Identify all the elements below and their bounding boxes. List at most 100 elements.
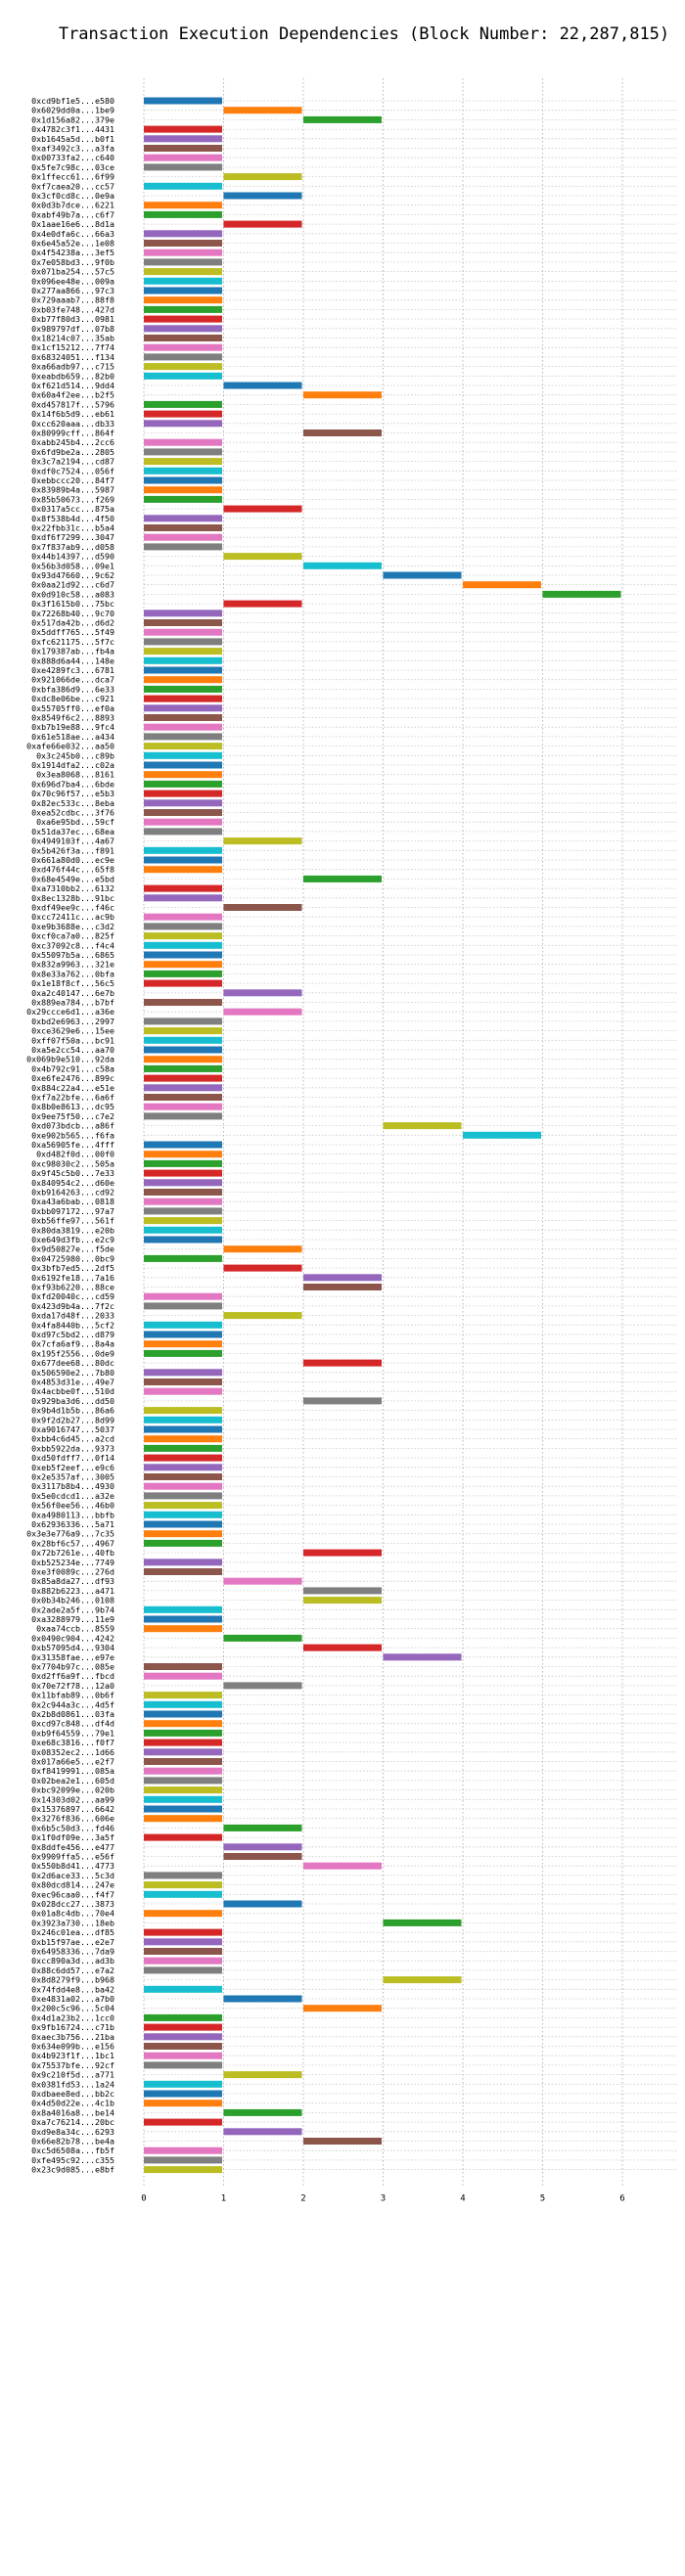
transaction-bar — [383, 1976, 462, 1984]
transaction-bar — [223, 553, 302, 561]
transaction-bar — [144, 894, 222, 902]
transaction-bar — [144, 941, 222, 949]
tx-label: 0x3117b8b4...4930 — [31, 1481, 114, 1491]
transaction-bar — [383, 1919, 462, 1926]
transaction-bar — [223, 600, 302, 608]
tx-label: 0xe902b565...f6fa — [31, 1130, 114, 1140]
transaction-bar — [144, 1084, 222, 1092]
tx-label: 0x62936336...5a71 — [31, 1519, 114, 1529]
tx-label: 0x23c9d085...e8bf — [31, 2165, 114, 2175]
transaction-bar — [144, 1217, 222, 1225]
tx-label: 0xd457817f...5796 — [31, 399, 114, 409]
tx-label: 0x8d8279f9...b968 — [31, 1975, 114, 1985]
tx-label: 0x200c5c96...5c04 — [31, 2004, 114, 2013]
tx-label: 0x4853d31e...49e7 — [31, 1378, 114, 1387]
transaction-bar — [144, 533, 222, 541]
transaction-bar — [144, 818, 222, 826]
transaction-bar — [144, 495, 222, 503]
transaction-bar — [144, 1815, 222, 1823]
tx-label: 0x2b8d0861...03fa — [31, 1709, 114, 1719]
transaction-bar — [303, 2005, 382, 2012]
tx-label: 0x921066de...dca7 — [31, 675, 114, 685]
tx-label: 0x15376897...6642 — [31, 1804, 114, 1814]
tx-label: 0x9f2d2b27...8d99 — [31, 1415, 114, 1424]
transaction-bar — [303, 875, 382, 882]
transaction-bar — [303, 1284, 382, 1290]
transaction-bar — [144, 305, 222, 313]
transaction-bar — [144, 125, 222, 133]
tx-label: 0x08352ec2...1d66 — [31, 1747, 114, 1757]
tx-label: 0xa56905fe...4fff — [31, 1140, 114, 1150]
transaction-bar — [303, 1274, 382, 1282]
tx-label: 0xf7a22bfe...6a6f — [31, 1093, 114, 1103]
transaction-bar — [144, 1720, 222, 1728]
transaction-bar — [144, 761, 222, 769]
transaction-bar — [303, 1549, 382, 1557]
transaction-bar — [223, 2108, 302, 2116]
transaction-bar — [144, 1520, 222, 1528]
tx-label: 0x3cf0cd8c...0e9a — [31, 191, 114, 201]
tx-label: 0x72268b40...9c70 — [31, 609, 114, 618]
transaction-bar — [144, 420, 222, 428]
tx-label: 0x74fdd4e8...ba42 — [31, 1984, 114, 1994]
tx-label: 0xb03fe748...427d — [31, 304, 114, 314]
transaction-bar — [144, 1502, 222, 1510]
transaction-bar — [144, 1056, 222, 1063]
transaction-bar — [144, 97, 222, 105]
transaction-bar — [144, 249, 222, 256]
transaction-bar — [144, 1910, 222, 1918]
transaction-bar — [144, 2013, 222, 2021]
tx-label: 0xcd9bf1e5...e580 — [31, 96, 114, 106]
tx-label: 0xbd2e6963...2997 — [31, 1017, 114, 1026]
transaction-bar — [144, 2118, 222, 2126]
tx-label: 0xec96caa0...f4f7 — [31, 1889, 114, 1899]
tx-label: 0xf93b6220...88ce — [31, 1283, 114, 1292]
tx-label: 0xcc72411c...ac9b — [31, 912, 114, 922]
x-tick-label: 0 — [141, 2194, 146, 2204]
transaction-bar — [144, 979, 222, 987]
transaction-bar — [144, 210, 222, 218]
transaction-bar — [223, 192, 302, 200]
tx-label: 0x3276f836...606e — [31, 1814, 114, 1824]
transaction-bar — [144, 240, 222, 247]
tx-label: 0x64958336...7da9 — [31, 1947, 114, 1957]
tx-label: 0x9ee75f50...c7e2 — [31, 1111, 114, 1121]
tx-label: 0x85a8da27...df93 — [31, 1576, 114, 1586]
transaction-bar — [542, 590, 621, 598]
tx-label: 0x6e45a52e...1e08 — [31, 239, 114, 249]
tx-label: 0xff07f50a...bc91 — [31, 1035, 114, 1045]
tx-label: 0x7f837ab9...d058 — [31, 542, 114, 552]
tx-label: 0x70e72f78...12a0 — [31, 1681, 114, 1691]
transaction-bar — [303, 391, 382, 399]
tx-label: 0xb56ffe97...561f — [31, 1216, 114, 1226]
transaction-bar — [144, 448, 222, 456]
transaction-bar — [223, 2071, 302, 2079]
tx-label: 0xb525234e...7749 — [31, 1558, 114, 1567]
tx-label: 0x1aae16e6...8d1a — [31, 219, 114, 229]
tx-label: 0x00733fa2...c640 — [31, 153, 114, 162]
tx-label: 0x882b6223...a471 — [31, 1586, 114, 1596]
tx-label: 0x61e518ae...a434 — [31, 732, 114, 742]
tx-label: 0xcc890a3d...ad3b — [31, 1956, 114, 1966]
tx-label: 0x3e3e776a9...7c35 — [26, 1529, 114, 1539]
tx-label: 0x506590e2...7b80 — [31, 1368, 114, 1378]
transaction-bar — [383, 1122, 462, 1130]
transaction-bar — [144, 1928, 222, 1936]
tx-label: 0x9d50827e...f5de — [31, 1244, 114, 1254]
transaction-bar — [144, 1833, 222, 1841]
tx-label: 0x88c6dd57...e7a2 — [31, 1966, 114, 1975]
transaction-bar — [144, 2080, 222, 2088]
transaction-bar — [144, 799, 222, 807]
tx-label: 0x14303d02...aa99 — [31, 1794, 114, 1804]
bar-layer — [144, 97, 621, 2174]
tx-label: 0x8e33a762...0bfa — [31, 969, 114, 978]
tx-label: 0x0317a5cc...875a — [31, 504, 114, 514]
transaction-bar — [144, 163, 222, 171]
transaction-bar — [144, 790, 222, 797]
transaction-bar — [303, 1587, 382, 1595]
tx-label: 0xa6e95bd...59cf — [36, 817, 114, 827]
tx-label: 0xce3629e6...15ee — [31, 1026, 114, 1036]
tx-label: 0x7cfa6af9...8a4a — [31, 1339, 114, 1349]
transaction-bar — [144, 1966, 222, 1974]
